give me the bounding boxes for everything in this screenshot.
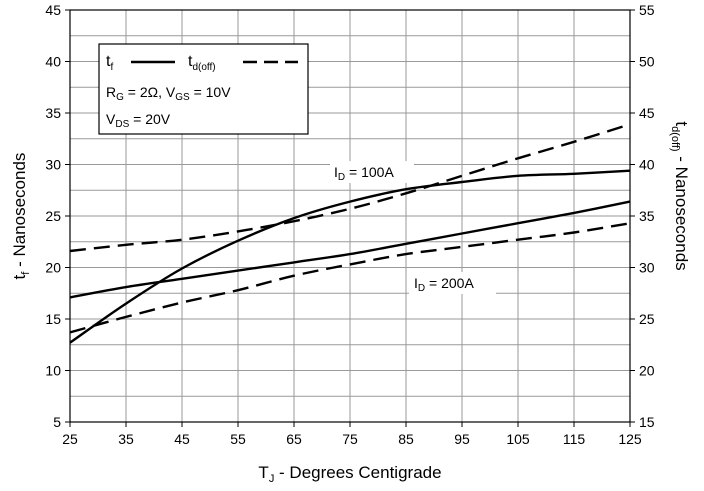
y-right-tick-label: 35 [639, 208, 655, 224]
y-left-tick-label: 40 [45, 54, 61, 70]
y-left-tick-label: 45 [45, 2, 61, 18]
y-left-tick-label: 15 [45, 311, 61, 327]
legend-entry-td-off: td(off) [188, 53, 216, 73]
y-left-tick-label: 35 [45, 105, 61, 121]
x-tick-label: 45 [174, 431, 190, 447]
y-axis-left-title: tf - Nanoseconds [10, 153, 32, 280]
x-tick-label: 125 [618, 431, 642, 447]
annotation-id-100a: ID = 100A [334, 164, 394, 183]
annotation-background [330, 161, 414, 183]
y-right-tick-label: 50 [639, 54, 655, 70]
series-line-tf-id-200a [69, 200, 631, 299]
y-left-tick-label: 25 [45, 208, 61, 224]
annotation-id-100a-group: ID = 100A [330, 161, 414, 183]
y-right-tick-label: 25 [639, 311, 655, 327]
y-left-tick-label: 30 [45, 157, 61, 173]
y-right-tick-label: 30 [639, 260, 655, 276]
annotation-background [409, 272, 496, 294]
y-right-tick-label: 20 [639, 363, 655, 379]
series-line-td-off-id-200a [69, 222, 631, 334]
x-tick-label: 25 [62, 431, 78, 447]
axis-ticks: 25 35 45 55 65 75 85 95 105 115 125 5 10 15 20 25 30 35 40… [45, 2, 654, 447]
y-left-tick-label: 20 [45, 260, 61, 276]
annotation-id-200a: ID = 200A [414, 275, 474, 294]
annotation-id-200a-group: ID = 200A [409, 272, 496, 294]
y-left-tick-label: 5 [53, 414, 61, 430]
y-right-tick-label: 40 [639, 157, 655, 173]
x-tick-label: 115 [563, 431, 586, 447]
y-right-tick-label: 15 [639, 414, 655, 430]
series-line-td-off-id-100a [69, 123, 631, 253]
y-axis-right-title: td(off) - Nanoseconds [669, 121, 691, 270]
legend: tf td(off) RG = 2Ω, VGS = 10V VDS = 20V [98, 43, 309, 135]
x-tick-label: 95 [454, 431, 470, 447]
x-axis-title: TJ - Degrees Centigrade [258, 463, 441, 485]
x-tick-label: 85 [398, 431, 414, 447]
x-tick-label: 105 [506, 431, 530, 447]
x-tick-label: 75 [342, 431, 358, 447]
x-tick-label: 55 [230, 431, 246, 447]
y-left-tick-label: 10 [45, 363, 61, 379]
legend-box [98, 43, 309, 135]
y-right-tick-label: 55 [639, 2, 655, 18]
y-right-tick-label: 45 [639, 105, 655, 121]
x-tick-label: 65 [286, 431, 302, 447]
legend-condition-vds: VDS = 20V [106, 111, 171, 130]
series-lines [69, 123, 631, 344]
legend-entry-tf: tf [106, 53, 113, 73]
legend-condition-rg-vgs: RG = 2Ω, VGS = 10V [106, 84, 231, 103]
x-tick-label: 35 [118, 431, 134, 447]
